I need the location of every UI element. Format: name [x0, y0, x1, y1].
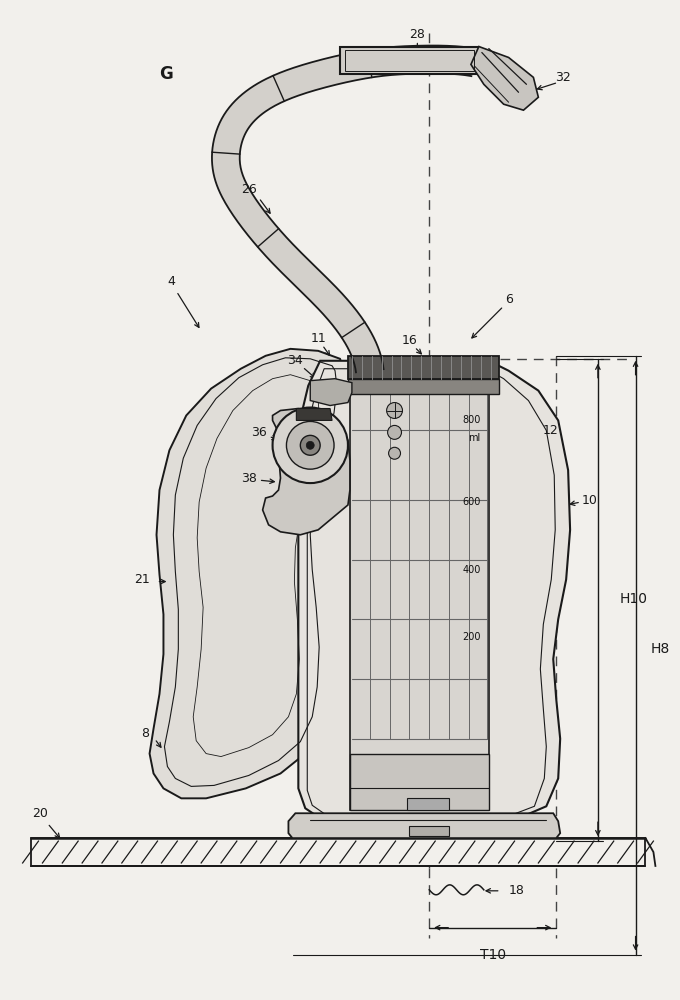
Text: 18: 18	[509, 884, 524, 897]
Circle shape	[286, 421, 334, 469]
Circle shape	[273, 408, 348, 483]
Polygon shape	[150, 349, 348, 798]
Text: ml: ml	[469, 433, 481, 443]
Text: 6: 6	[505, 293, 513, 306]
Text: 32: 32	[556, 71, 571, 84]
Text: 36: 36	[251, 426, 267, 439]
Polygon shape	[407, 798, 449, 810]
Circle shape	[387, 403, 403, 418]
Text: 4: 4	[167, 275, 175, 288]
Text: 10: 10	[582, 493, 598, 506]
Text: 20: 20	[33, 807, 48, 820]
Polygon shape	[409, 826, 449, 836]
Text: G: G	[160, 65, 173, 83]
Polygon shape	[212, 46, 477, 372]
Polygon shape	[296, 409, 332, 420]
Polygon shape	[340, 47, 479, 74]
Polygon shape	[31, 838, 645, 866]
Text: 800: 800	[462, 415, 481, 425]
Text: 12: 12	[543, 424, 558, 437]
Polygon shape	[348, 356, 498, 379]
Text: 11: 11	[310, 332, 326, 345]
Text: 16: 16	[402, 334, 418, 347]
Text: 400: 400	[462, 565, 481, 575]
Text: 28: 28	[409, 28, 425, 41]
Circle shape	[388, 425, 401, 439]
Text: 200: 200	[462, 632, 481, 642]
Text: 38: 38	[241, 472, 256, 485]
Text: 21: 21	[134, 573, 150, 586]
Circle shape	[388, 447, 401, 459]
Polygon shape	[262, 409, 350, 535]
Text: 34: 34	[288, 354, 303, 367]
Text: 26: 26	[241, 183, 256, 196]
Circle shape	[301, 435, 320, 455]
Text: H10: H10	[619, 592, 647, 606]
Polygon shape	[310, 379, 352, 406]
Circle shape	[306, 441, 314, 449]
Text: H8: H8	[651, 642, 670, 656]
Polygon shape	[350, 754, 489, 810]
Text: 8: 8	[141, 727, 150, 740]
Text: T10: T10	[479, 948, 506, 962]
Polygon shape	[471, 47, 539, 110]
Polygon shape	[350, 363, 489, 810]
Polygon shape	[348, 379, 498, 394]
Polygon shape	[299, 361, 570, 818]
Polygon shape	[288, 813, 560, 838]
Text: 600: 600	[462, 497, 481, 507]
